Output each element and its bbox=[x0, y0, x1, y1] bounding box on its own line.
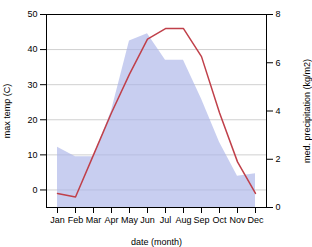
svg-text:Aug: Aug bbox=[175, 215, 191, 225]
svg-text:Jan: Jan bbox=[50, 215, 65, 225]
svg-text:Feb: Feb bbox=[68, 215, 84, 225]
svg-text:10: 10 bbox=[27, 150, 37, 160]
svg-text:Oct: Oct bbox=[212, 215, 227, 225]
svg-text:2: 2 bbox=[276, 154, 281, 164]
svg-text:date (month): date (month) bbox=[131, 237, 182, 247]
svg-text:20: 20 bbox=[27, 115, 37, 125]
svg-text:4: 4 bbox=[276, 106, 281, 116]
svg-text:50: 50 bbox=[27, 9, 37, 19]
svg-text:Apr: Apr bbox=[104, 215, 118, 225]
svg-text:40: 40 bbox=[27, 44, 37, 54]
svg-text:8: 8 bbox=[276, 9, 281, 19]
svg-text:Jun: Jun bbox=[140, 215, 155, 225]
svg-text:30: 30 bbox=[27, 80, 37, 90]
svg-text:med. precipitation (kg/m2): med. precipitation (kg/m2) bbox=[302, 59, 312, 163]
svg-text:May: May bbox=[121, 215, 139, 225]
svg-text:0: 0 bbox=[32, 185, 37, 195]
svg-text:max temp (C): max temp (C) bbox=[2, 84, 12, 139]
svg-text:Jul: Jul bbox=[160, 215, 172, 225]
svg-text:Nov: Nov bbox=[229, 215, 246, 225]
svg-text:Sep: Sep bbox=[193, 215, 209, 225]
svg-text:0: 0 bbox=[276, 202, 281, 212]
svg-text:Dec: Dec bbox=[247, 215, 264, 225]
svg-text:6: 6 bbox=[276, 58, 281, 68]
svg-text:Mar: Mar bbox=[86, 215, 102, 225]
